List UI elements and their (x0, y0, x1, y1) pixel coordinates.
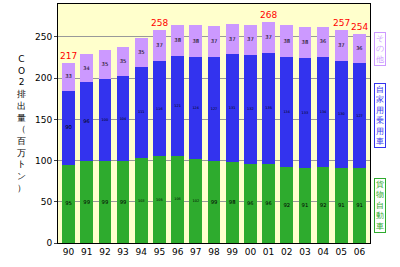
svg-text:133: 133 (302, 111, 309, 115)
svg-text:257: 257 (333, 18, 350, 28)
svg-text:92: 92 (283, 202, 290, 208)
svg-text:91: 91 (81, 247, 92, 257)
svg-text:94: 94 (136, 247, 148, 257)
svg-text:97: 97 (190, 247, 201, 257)
svg-text:37: 37 (265, 34, 272, 40)
svg-text:35: 35 (138, 49, 145, 55)
svg-text:01: 01 (263, 247, 274, 257)
svg-text:100: 100 (102, 118, 109, 122)
svg-text:106: 106 (174, 197, 180, 201)
svg-text:02: 02 (281, 247, 292, 257)
svg-text:132: 132 (247, 107, 254, 111)
svg-text:00: 00 (245, 247, 257, 257)
svg-text:96: 96 (172, 247, 184, 257)
svg-text:91: 91 (302, 202, 309, 208)
svg-text:06: 06 (354, 247, 366, 257)
svg-text:自家用乗用車: 自家用乗用車 (376, 85, 384, 146)
svg-text:90: 90 (65, 124, 72, 130)
svg-text:34: 34 (83, 65, 89, 71)
svg-text:150: 150 (35, 115, 52, 125)
svg-text:91: 91 (356, 202, 363, 208)
svg-text:98: 98 (229, 199, 236, 205)
svg-text:92: 92 (99, 247, 110, 257)
svg-text:37: 37 (229, 36, 236, 42)
svg-text:95: 95 (154, 247, 165, 257)
svg-text:96: 96 (247, 200, 253, 206)
svg-text:92: 92 (320, 202, 327, 208)
svg-text:102: 102 (192, 199, 199, 203)
svg-text:38: 38 (283, 38, 290, 44)
svg-text:その他: その他 (376, 34, 384, 64)
svg-text:33: 33 (65, 73, 72, 79)
svg-text:35: 35 (102, 61, 109, 67)
svg-text:131: 131 (229, 106, 236, 110)
svg-text:105: 105 (156, 198, 163, 202)
svg-text:99: 99 (83, 199, 90, 205)
svg-text:96: 96 (83, 118, 89, 124)
svg-text:05: 05 (336, 247, 347, 257)
svg-text:36: 36 (320, 38, 326, 44)
svg-text:0: 0 (46, 238, 52, 248)
svg-text:50: 50 (41, 197, 53, 207)
svg-text:217: 217 (60, 51, 77, 61)
svg-text:99: 99 (102, 199, 109, 205)
svg-text:127: 127 (356, 114, 363, 118)
svg-text:258: 258 (151, 18, 168, 28)
svg-text:37: 37 (338, 42, 345, 48)
svg-text:37: 37 (247, 36, 254, 42)
svg-text:99: 99 (120, 199, 127, 205)
svg-text:250: 250 (35, 32, 52, 42)
svg-text:104: 104 (120, 117, 126, 121)
svg-text:103: 103 (138, 199, 145, 203)
svg-text:90: 90 (63, 247, 75, 257)
svg-text:98: 98 (208, 247, 220, 257)
svg-text:93: 93 (117, 247, 128, 257)
svg-text:CO2排出量（百万トン）: CO2排出量（百万トン） (17, 54, 26, 193)
svg-text:116: 116 (156, 107, 162, 111)
svg-text:38: 38 (302, 39, 309, 45)
svg-text:254: 254 (351, 22, 368, 32)
svg-text:37: 37 (156, 42, 163, 48)
svg-text:35: 35 (120, 58, 127, 64)
svg-text:38: 38 (174, 37, 181, 43)
svg-text:96: 96 (265, 200, 271, 206)
svg-text:111: 111 (138, 110, 145, 114)
svg-text:36: 36 (356, 45, 362, 51)
svg-text:91: 91 (338, 202, 345, 208)
svg-text:99: 99 (226, 247, 238, 257)
svg-text:121: 121 (174, 104, 181, 108)
svg-text:100: 100 (35, 156, 52, 166)
svg-text:38: 38 (192, 38, 199, 44)
svg-text:04: 04 (317, 247, 329, 257)
svg-text:135: 135 (265, 106, 272, 110)
svg-text:268: 268 (260, 10, 277, 20)
svg-text:134: 134 (283, 110, 289, 114)
svg-text:貨物自動車: 貨物自動車 (376, 180, 384, 231)
svg-text:124: 124 (192, 106, 198, 110)
svg-text:200: 200 (35, 73, 52, 83)
svg-text:130: 130 (338, 112, 345, 116)
svg-text:99: 99 (211, 199, 218, 205)
svg-text:95: 95 (65, 200, 72, 206)
svg-text:03: 03 (299, 247, 310, 257)
svg-text:37: 37 (211, 38, 218, 44)
svg-text:134: 134 (320, 110, 326, 114)
svg-text:127: 127 (211, 107, 218, 111)
